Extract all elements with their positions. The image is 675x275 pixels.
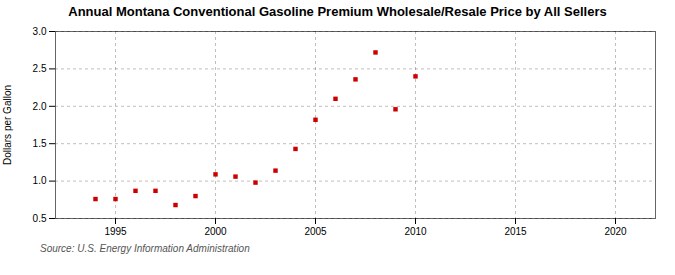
html-text:Source: U.S. Energy Informatio: Source: U.S. Energy Information Administ… xyxy=(40,243,250,254)
svg-text:1.5: 1.5 xyxy=(33,138,47,149)
svg-text:Dollars per Gallon: Dollars per Gallon xyxy=(2,85,13,165)
svg-text:3.0: 3.0 xyxy=(33,26,47,37)
svg-text:2020: 2020 xyxy=(604,226,627,237)
svg-text:2.0: 2.0 xyxy=(33,101,47,112)
svg-text:2015: 2015 xyxy=(504,226,527,237)
svg-text:2.5: 2.5 xyxy=(33,63,47,74)
svg-text:1.0: 1.0 xyxy=(33,175,47,186)
svg-text:2005: 2005 xyxy=(304,226,327,237)
svg-text:2010: 2010 xyxy=(404,226,427,237)
html-text:Annual Montana Conventional Ga: Annual Montana Conventional Gasoline Pre… xyxy=(68,4,607,19)
svg-text:1995: 1995 xyxy=(104,226,127,237)
svg-text:2000: 2000 xyxy=(204,226,227,237)
svg-text:0.5: 0.5 xyxy=(33,213,47,224)
